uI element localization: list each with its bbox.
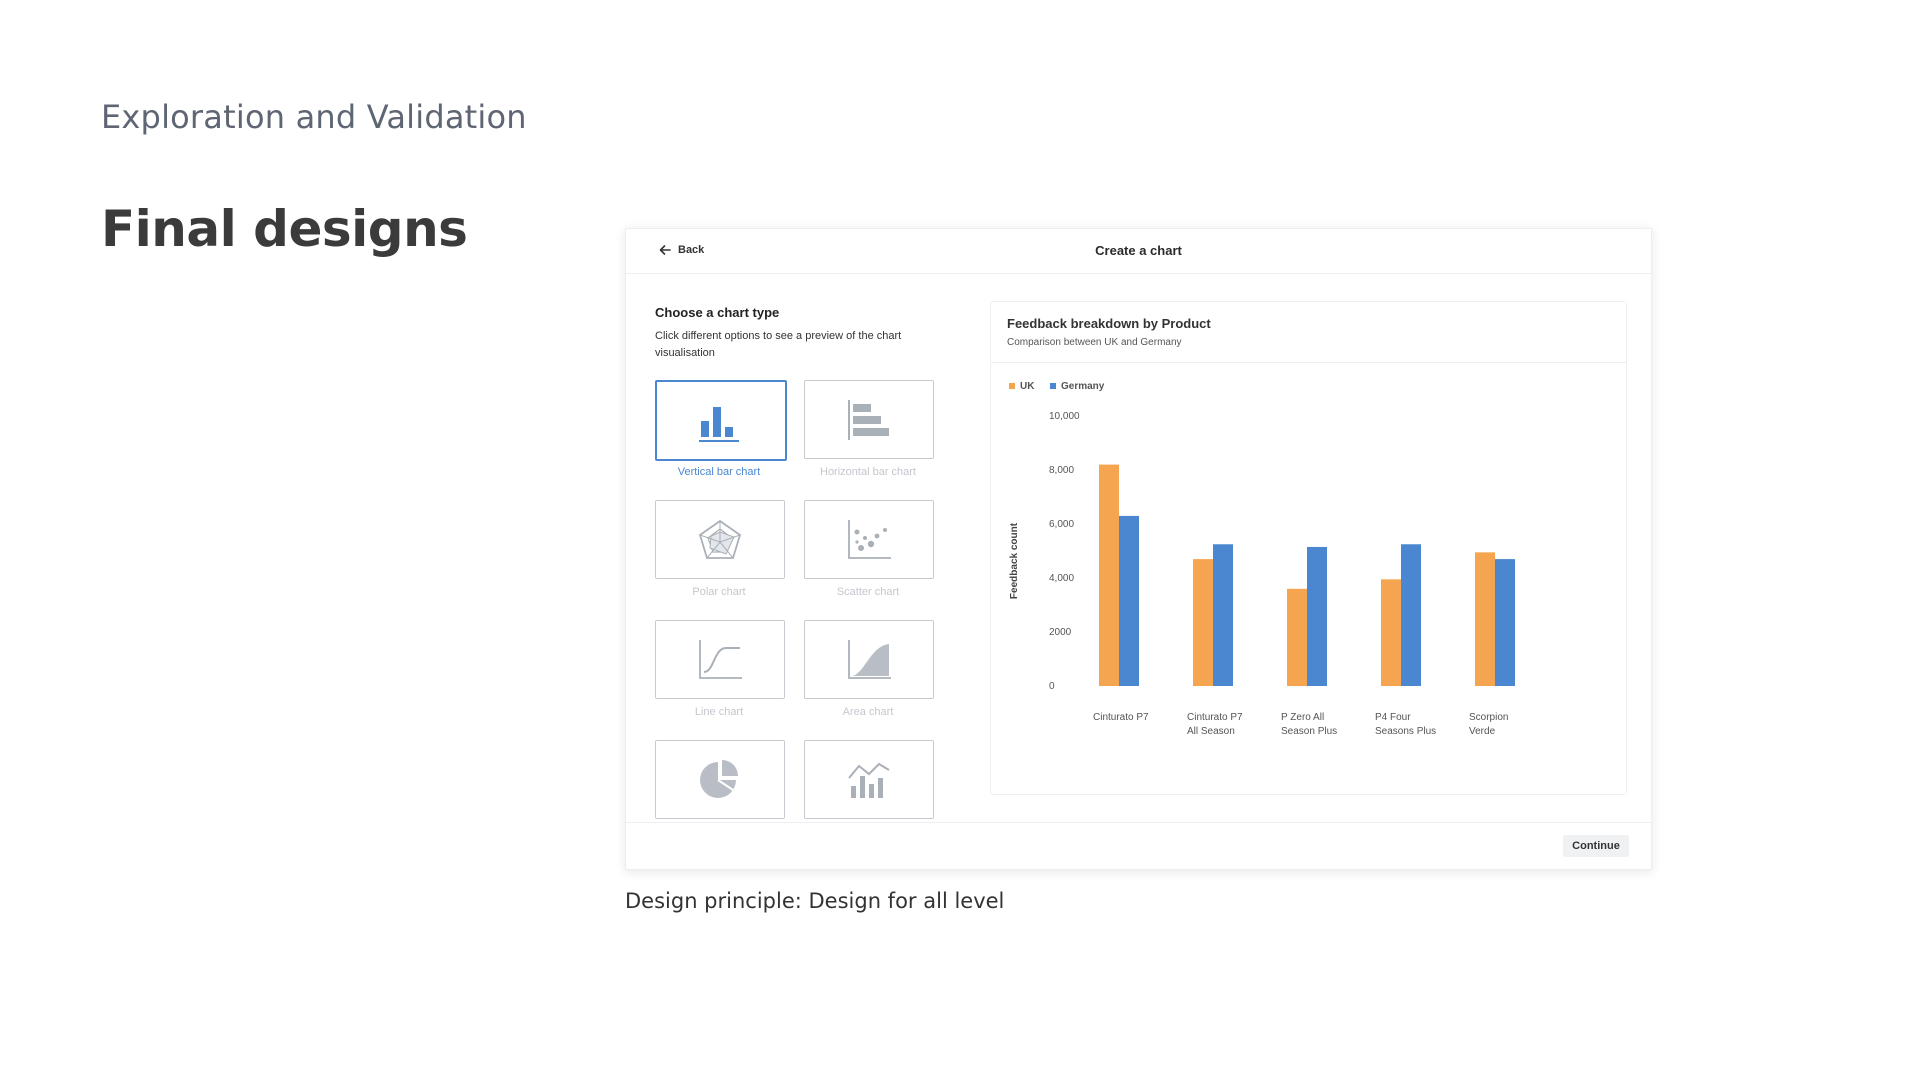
bar-uk bbox=[1193, 559, 1213, 686]
legend-swatch bbox=[1009, 383, 1015, 389]
x-tick-label: All Season bbox=[1187, 726, 1235, 737]
tile-label: Horizontal bar chart bbox=[820, 466, 916, 478]
tile-pie-chart[interactable] bbox=[655, 740, 785, 819]
legend-label: UK bbox=[1020, 381, 1035, 392]
choose-chart-description: Click different options to see a preview… bbox=[655, 330, 902, 359]
scatter-chart-icon bbox=[848, 519, 891, 559]
x-tick-label: Verde bbox=[1469, 726, 1496, 737]
y-tick-label: 2000 bbox=[1049, 627, 1072, 638]
page-title: Final designs bbox=[101, 200, 468, 258]
tile-line-chart[interactable] bbox=[655, 620, 785, 699]
x-tick-label: Seasons Plus bbox=[1375, 726, 1436, 737]
tile-horizontal-bar-chart[interactable] bbox=[804, 380, 934, 459]
chart-title: Feedback breakdown by Product bbox=[1007, 316, 1211, 331]
x-tick-label: P Zero All bbox=[1281, 712, 1324, 723]
caption: Design principle: Design for all level bbox=[625, 889, 1005, 913]
tile-label: Area chart bbox=[842, 706, 894, 718]
area-chart-icon bbox=[848, 639, 891, 679]
bar-uk bbox=[1287, 588, 1307, 686]
x-tick-label: Cinturato P7 bbox=[1093, 712, 1149, 723]
x-tick-label: Cinturato P7 bbox=[1187, 712, 1243, 723]
y-tick-label: 4,000 bbox=[1049, 573, 1074, 584]
bar-germany bbox=[1495, 559, 1515, 686]
arrow-left-icon bbox=[659, 245, 671, 255]
tile-polar-chart[interactable] bbox=[655, 500, 785, 579]
y-tick-label: 10,000 bbox=[1049, 411, 1080, 422]
y-tick-label: 8,000 bbox=[1049, 465, 1074, 476]
vertical-bar-chart-icon bbox=[699, 406, 739, 442]
polar-chart-icon bbox=[698, 519, 742, 559]
tile-vertical-bar-chart[interactable] bbox=[655, 380, 787, 461]
x-tick-label: Scorpion bbox=[1469, 712, 1508, 723]
back-button[interactable]: Back bbox=[658, 243, 704, 257]
x-tick-label: Season Plus bbox=[1281, 726, 1337, 737]
window-title: Create a chart bbox=[1095, 243, 1182, 258]
choose-chart-heading: Choose a chart type bbox=[655, 305, 780, 320]
bar-uk bbox=[1475, 552, 1495, 686]
legend-swatch bbox=[1050, 383, 1056, 389]
combo-chart-icon bbox=[848, 762, 890, 798]
bar-uk bbox=[1099, 464, 1119, 686]
chart-subtitle: Comparison between UK and Germany bbox=[1007, 337, 1182, 348]
continue-button[interactable]: Continue bbox=[1563, 835, 1629, 857]
bar-germany bbox=[1401, 544, 1421, 686]
tile-combo-chart[interactable] bbox=[804, 740, 934, 819]
back-label: Back bbox=[678, 244, 705, 256]
pie-chart-icon bbox=[700, 759, 738, 798]
tile-area-chart[interactable] bbox=[804, 620, 934, 699]
bar-germany bbox=[1213, 544, 1233, 686]
create-chart-window: Back Create a chart Choose a chart type … bbox=[625, 228, 1652, 870]
legend-label: Germany bbox=[1061, 381, 1105, 392]
bar-chart: UK Germany 0 2000 4,000 6,000 8,000 10,000 Feedb… bbox=[1009, 381, 1515, 737]
tile-scatter-chart[interactable] bbox=[804, 500, 934, 579]
window-footer: Continue bbox=[626, 822, 1651, 869]
bar-uk bbox=[1381, 579, 1401, 686]
y-axis-label: Feedback count bbox=[1009, 522, 1020, 599]
line-chart-icon bbox=[699, 639, 742, 679]
horizontal-bar-chart-icon bbox=[848, 399, 889, 440]
tile-label: Polar chart bbox=[692, 586, 746, 598]
tile-label: Vertical bar chart bbox=[677, 466, 761, 478]
tile-label: Scatter chart bbox=[836, 586, 900, 598]
x-tick-label: P4 Four bbox=[1375, 712, 1411, 723]
chart-preview-header: Feedback breakdown by Product Comparison… bbox=[991, 302, 1626, 363]
window-header: Back Create a chart bbox=[626, 229, 1651, 274]
y-tick-label: 6,000 bbox=[1049, 519, 1074, 530]
section-title: Exploration and Validation bbox=[101, 98, 527, 136]
bar-germany bbox=[1307, 546, 1327, 686]
chart-preview-card: Feedback breakdown by Product Comparison… bbox=[990, 301, 1627, 795]
bar-germany bbox=[1119, 515, 1139, 686]
y-tick-label: 0 bbox=[1049, 681, 1055, 692]
tile-label: Line chart bbox=[694, 706, 744, 718]
